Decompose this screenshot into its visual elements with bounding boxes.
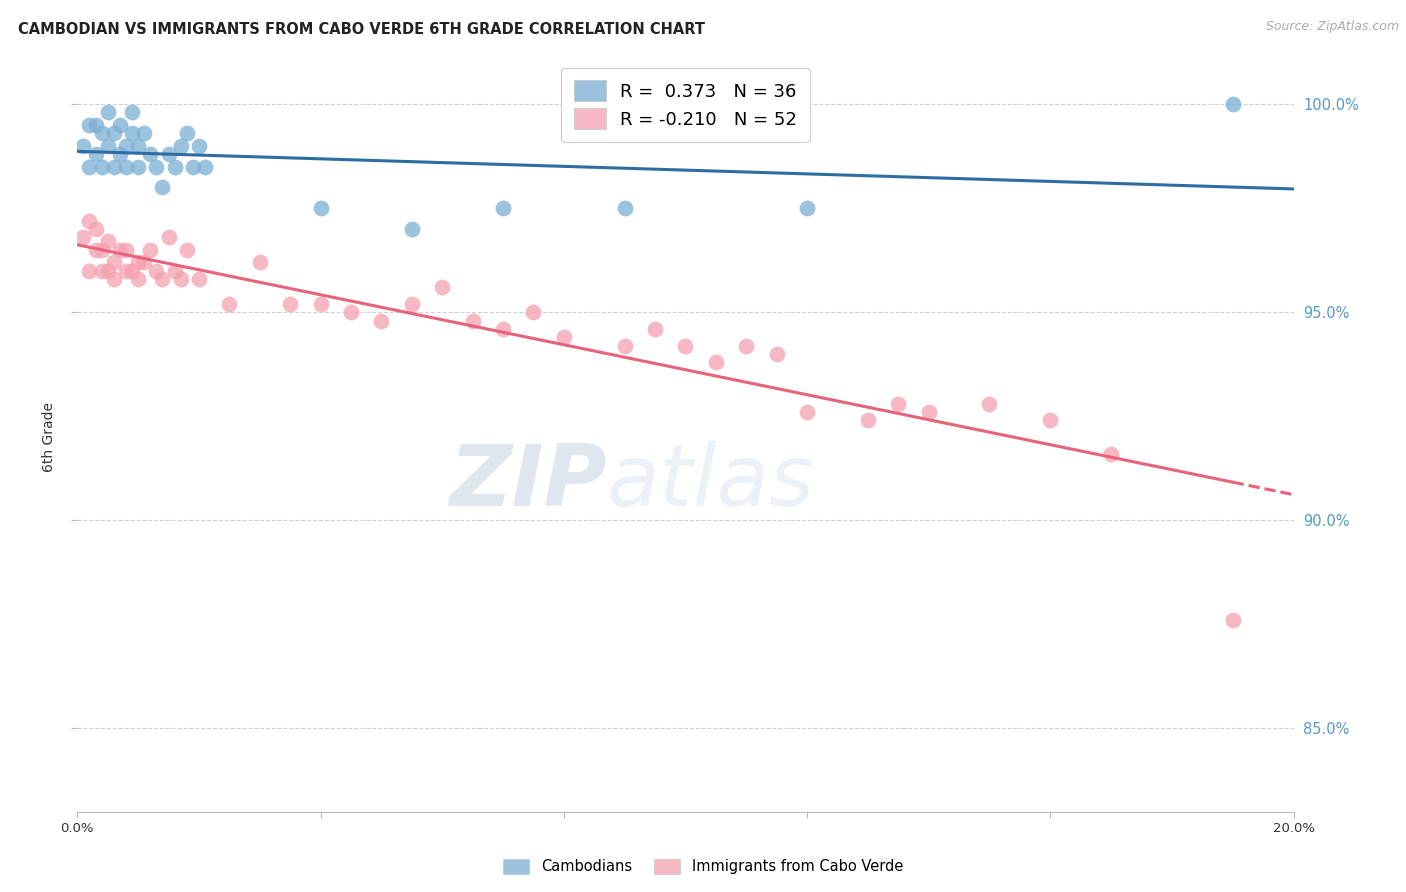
Text: atlas: atlas bbox=[606, 441, 814, 524]
Point bbox=[108, 118, 131, 132]
Point bbox=[115, 138, 138, 153]
Point bbox=[90, 243, 112, 257]
Point bbox=[108, 243, 131, 257]
Point bbox=[432, 280, 454, 294]
Point bbox=[492, 201, 515, 215]
Point bbox=[401, 222, 423, 236]
Point bbox=[90, 263, 112, 277]
Text: ZIP: ZIP bbox=[449, 441, 606, 524]
Point bbox=[152, 180, 174, 194]
Point bbox=[218, 297, 240, 311]
Point bbox=[145, 160, 167, 174]
Point bbox=[249, 255, 271, 269]
Legend: Cambodians, Immigrants from Cabo Verde: Cambodians, Immigrants from Cabo Verde bbox=[498, 853, 908, 880]
Point bbox=[134, 255, 156, 269]
Text: Source: ZipAtlas.com: Source: ZipAtlas.com bbox=[1265, 20, 1399, 33]
Point bbox=[97, 235, 120, 249]
Point bbox=[121, 126, 143, 140]
Point bbox=[675, 338, 697, 352]
Point bbox=[1222, 613, 1244, 627]
Point bbox=[170, 138, 193, 153]
Point bbox=[103, 255, 125, 269]
Point bbox=[461, 313, 484, 327]
Point bbox=[139, 147, 162, 161]
Point bbox=[492, 322, 515, 336]
Point bbox=[127, 272, 149, 286]
Point bbox=[278, 297, 301, 311]
Point bbox=[79, 213, 101, 227]
Point bbox=[370, 313, 392, 327]
Point bbox=[163, 263, 186, 277]
Point bbox=[84, 243, 107, 257]
Point bbox=[121, 263, 143, 277]
Text: CAMBODIAN VS IMMIGRANTS FROM CABO VERDE 6TH GRADE CORRELATION CHART: CAMBODIAN VS IMMIGRANTS FROM CABO VERDE … bbox=[18, 22, 706, 37]
Point bbox=[887, 397, 910, 411]
Point bbox=[127, 138, 149, 153]
Point bbox=[188, 272, 211, 286]
Point bbox=[103, 126, 125, 140]
Point bbox=[115, 160, 138, 174]
Point bbox=[181, 160, 204, 174]
Point bbox=[613, 201, 636, 215]
Legend: R =  0.373   N = 36, R = -0.210   N = 52: R = 0.373 N = 36, R = -0.210 N = 52 bbox=[561, 68, 810, 142]
Point bbox=[309, 201, 332, 215]
Point bbox=[170, 272, 193, 286]
Point bbox=[979, 397, 1001, 411]
Point bbox=[157, 230, 180, 244]
Point bbox=[1039, 413, 1062, 427]
Point bbox=[108, 147, 131, 161]
Point bbox=[121, 105, 143, 120]
Point bbox=[115, 243, 138, 257]
Point bbox=[103, 160, 125, 174]
Point bbox=[765, 347, 787, 361]
Point bbox=[522, 305, 544, 319]
Point bbox=[90, 126, 112, 140]
Point bbox=[127, 160, 149, 174]
Point bbox=[735, 338, 758, 352]
Point bbox=[704, 355, 727, 369]
Point bbox=[115, 263, 138, 277]
Point bbox=[796, 405, 818, 419]
Point bbox=[97, 138, 120, 153]
Point bbox=[139, 243, 162, 257]
Point bbox=[84, 147, 107, 161]
Point bbox=[84, 118, 107, 132]
Point bbox=[79, 118, 101, 132]
Point bbox=[84, 222, 107, 236]
Point bbox=[309, 297, 332, 311]
Point bbox=[79, 160, 101, 174]
Point bbox=[856, 413, 879, 427]
Point bbox=[796, 201, 818, 215]
Point bbox=[79, 263, 101, 277]
Point bbox=[401, 297, 423, 311]
Y-axis label: 6th Grade: 6th Grade bbox=[42, 402, 56, 472]
Point bbox=[553, 330, 575, 344]
Point bbox=[188, 138, 211, 153]
Point bbox=[340, 305, 363, 319]
Point bbox=[97, 263, 120, 277]
Point bbox=[145, 263, 167, 277]
Point bbox=[90, 160, 112, 174]
Point bbox=[176, 243, 198, 257]
Point bbox=[613, 338, 636, 352]
Point bbox=[644, 322, 666, 336]
Point bbox=[127, 255, 149, 269]
Point bbox=[134, 126, 156, 140]
Point bbox=[918, 405, 941, 419]
Point bbox=[152, 272, 174, 286]
Point bbox=[1099, 447, 1122, 461]
Point bbox=[103, 272, 125, 286]
Point bbox=[157, 147, 180, 161]
Point bbox=[72, 138, 94, 153]
Point bbox=[176, 126, 198, 140]
Point bbox=[1222, 97, 1244, 112]
Point bbox=[72, 230, 94, 244]
Point bbox=[194, 160, 217, 174]
Point bbox=[97, 105, 120, 120]
Point bbox=[163, 160, 186, 174]
